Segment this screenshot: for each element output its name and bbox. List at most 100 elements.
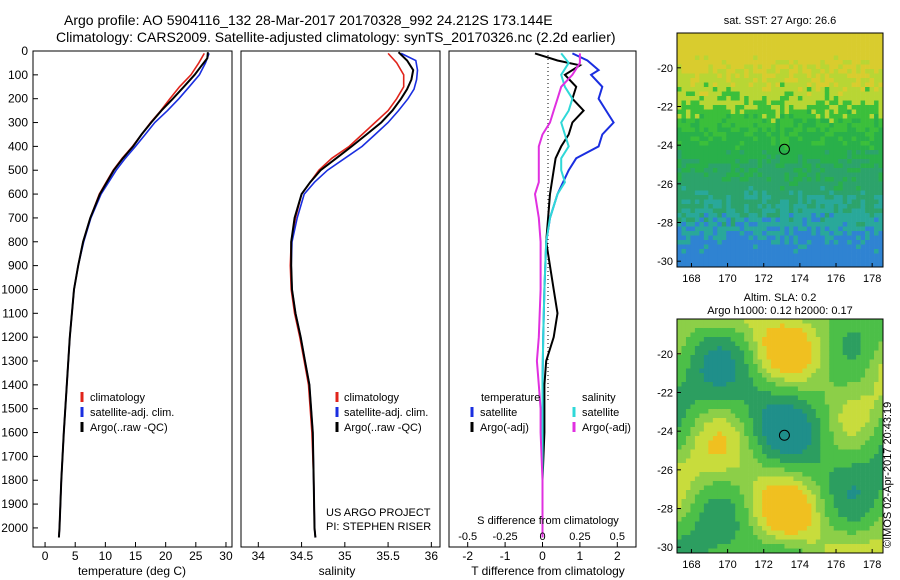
- map-cell: [838, 141, 843, 146]
- map-cell: [851, 132, 857, 137]
- map-cell: [726, 490, 732, 495]
- map-cell: [730, 213, 736, 218]
- map-cell: [851, 472, 857, 477]
- map-cell: [856, 78, 861, 83]
- map-cell: [703, 382, 709, 387]
- map-cell: [721, 512, 727, 518]
- map-cell: [726, 400, 732, 405]
- map-cell: [802, 181, 808, 187]
- map-cell: [842, 64, 848, 70]
- map-cell: [739, 42, 745, 47]
- map-cell: [685, 422, 691, 428]
- map-cell: [860, 154, 866, 160]
- map-cell: [699, 109, 705, 115]
- map-cell: [829, 467, 835, 473]
- map-cell: [771, 204, 776, 209]
- map-cell: [730, 87, 736, 92]
- map-cell: [699, 355, 705, 360]
- map-cell: [788, 544, 794, 549]
- map-cell: [766, 64, 772, 70]
- map-cell: [775, 186, 781, 191]
- map-cell: [820, 526, 826, 531]
- map-cell: [726, 145, 732, 151]
- map-cell: [681, 508, 687, 513]
- map-cell: [797, 249, 803, 254]
- map-cell: [865, 409, 870, 414]
- map-cell: [784, 217, 790, 223]
- map-cell: [708, 51, 714, 56]
- map-cell: [717, 226, 723, 232]
- map-cell: [753, 454, 758, 459]
- map-cell: [762, 154, 767, 160]
- map-cell: [717, 418, 723, 423]
- map-cell: [771, 154, 776, 160]
- map-cell: [685, 262, 691, 267]
- map-cell: [757, 530, 763, 536]
- map-cell: [730, 544, 736, 549]
- map-cell: [820, 226, 826, 232]
- map-cell: [708, 82, 714, 88]
- map-cell: [753, 436, 758, 441]
- map-cell: [757, 141, 763, 146]
- map-cell: [766, 213, 772, 218]
- map-cell: [793, 319, 799, 324]
- map-cell: [784, 87, 790, 92]
- map-cell: [802, 42, 808, 47]
- map-cell: [757, 521, 763, 527]
- x-tick-label: 1: [577, 549, 584, 563]
- map-cell: [739, 91, 745, 97]
- map-cell: [681, 440, 687, 446]
- map-cell: [771, 168, 776, 173]
- map-cell: [708, 499, 714, 504]
- map-cell: [811, 141, 817, 146]
- map-cell: [730, 172, 736, 178]
- map-cell: [681, 109, 687, 115]
- map-cell: [775, 172, 781, 178]
- map-cell: [851, 69, 857, 74]
- map-cell: [757, 476, 763, 482]
- map-cell: [730, 391, 736, 396]
- map-cell: [681, 449, 687, 455]
- map-cell: [829, 391, 835, 396]
- map-cell: [694, 226, 700, 232]
- map-cell: [690, 199, 696, 205]
- map-cell: [838, 150, 843, 155]
- map-cell: [815, 413, 821, 419]
- map-cell: [860, 368, 866, 374]
- map-cell: [788, 418, 794, 423]
- map-cell: [685, 431, 691, 437]
- map-cell: [677, 253, 682, 259]
- map-cell: [757, 499, 763, 504]
- map-cell: [833, 186, 839, 191]
- map-cell: [874, 323, 879, 329]
- map-cell: [717, 337, 723, 342]
- map-cell: [757, 472, 763, 477]
- map-cell: [802, 373, 808, 378]
- map-cell: [878, 132, 883, 137]
- map-cell: [748, 78, 754, 83]
- map-cell: [820, 359, 826, 365]
- map-cell: [793, 526, 799, 531]
- map-cell: [775, 364, 781, 369]
- map-cell: [820, 33, 826, 38]
- map-cell: [726, 132, 732, 137]
- map-cell: [824, 346, 830, 351]
- map-cell: [860, 337, 866, 342]
- map-cell: [842, 431, 848, 437]
- map-cell: [771, 42, 776, 47]
- map-cell: [685, 60, 691, 65]
- map-cell: [762, 445, 767, 450]
- map-cell: [878, 69, 883, 74]
- map-cell: [730, 359, 736, 365]
- map-cell: [829, 159, 835, 164]
- map-cell: [869, 490, 875, 495]
- map-cell: [762, 377, 767, 383]
- map-cell: [860, 195, 866, 200]
- map-cell: [824, 100, 830, 106]
- map-cell: [681, 186, 687, 191]
- map-cell: [820, 409, 826, 414]
- map-cell: [860, 350, 866, 356]
- map-cell: [874, 530, 879, 536]
- map-cell: [851, 350, 857, 356]
- map-cell: [726, 539, 732, 545]
